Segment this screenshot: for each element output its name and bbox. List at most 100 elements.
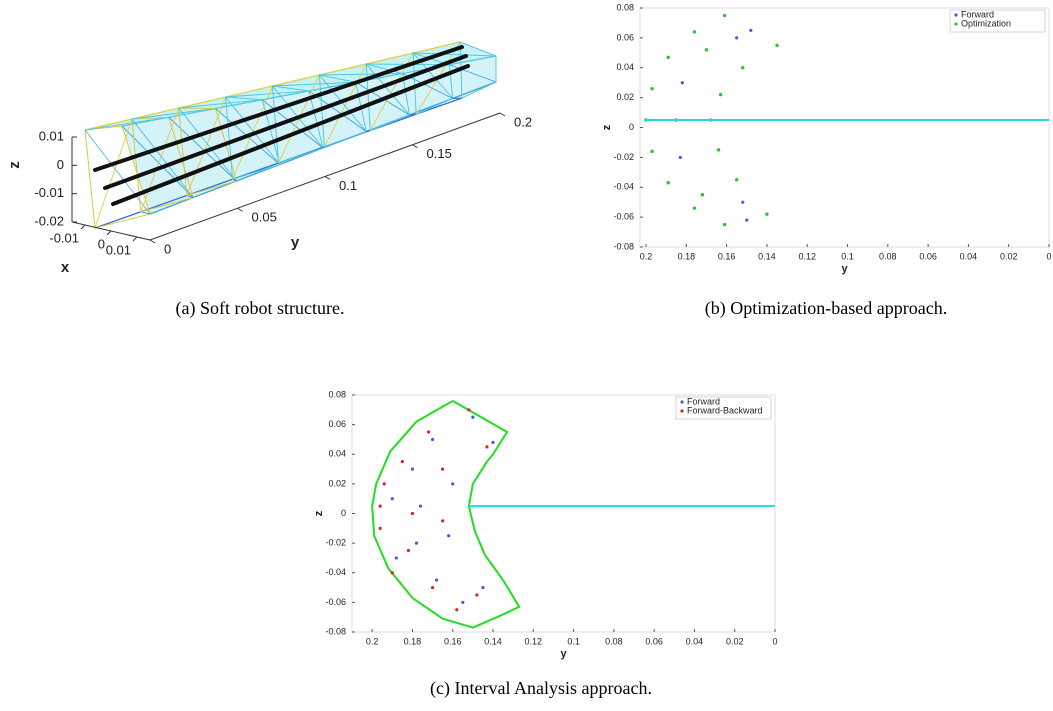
data-point xyxy=(735,178,739,182)
legend-marker xyxy=(680,409,684,413)
data-point xyxy=(735,36,739,40)
robot-brace xyxy=(225,90,310,98)
plot-area xyxy=(351,394,776,633)
robot-brace xyxy=(366,130,371,132)
x-tick-label: 0.2 xyxy=(366,636,379,646)
x-tick-label: 0.02 xyxy=(1000,251,1018,261)
robot-brace xyxy=(84,116,169,131)
plot-area xyxy=(639,7,1050,248)
caption: (c) Interval Analysis approach. xyxy=(430,678,652,699)
data-point xyxy=(471,415,475,419)
data-point xyxy=(435,578,439,582)
robot-brace xyxy=(261,99,324,149)
data-point xyxy=(491,440,495,444)
data-point xyxy=(723,13,727,18)
robot-brace xyxy=(186,96,227,196)
y-tick-label: 0.1 xyxy=(339,178,357,193)
y-tick xyxy=(237,207,243,212)
x-tick-label: 0.1 xyxy=(841,251,854,261)
data-point xyxy=(467,408,471,412)
y-tick-label: 0.08 xyxy=(328,389,346,399)
data-point xyxy=(749,28,753,33)
robot-brace xyxy=(409,113,417,116)
data-point xyxy=(382,482,386,486)
y-tick-label: -0.06 xyxy=(325,597,346,607)
data-point xyxy=(700,193,705,197)
data-point xyxy=(692,30,696,34)
legend-marker xyxy=(954,13,958,17)
series-line xyxy=(371,400,521,629)
y-tick-label: -0.02 xyxy=(325,538,346,548)
data-point xyxy=(430,585,435,590)
y-tick xyxy=(149,239,156,244)
robot-brace xyxy=(168,116,237,182)
data-point xyxy=(378,504,382,508)
legend-label: Optimization xyxy=(961,18,1011,28)
x-axis-label: y xyxy=(841,263,848,275)
robot-brace xyxy=(178,107,237,182)
data-point xyxy=(485,445,489,449)
y-tick-label: 0.04 xyxy=(616,62,634,72)
x-tick-label: 0 xyxy=(1046,251,1051,261)
data-point xyxy=(723,222,727,227)
robot-brace xyxy=(178,99,263,109)
x-tick-label: 0.14 xyxy=(758,251,776,261)
x-tick-label: 0.14 xyxy=(484,636,502,646)
y-tick-label: 0.06 xyxy=(328,419,346,429)
caption: (b) Optimization-based approach. xyxy=(705,298,947,319)
data-point xyxy=(745,218,749,222)
x-tick-label: 0.16 xyxy=(718,251,736,261)
x-tick-label: 0.2 xyxy=(640,251,653,261)
data-point xyxy=(718,93,723,97)
x-tick-label: 0.18 xyxy=(404,636,422,646)
data-point xyxy=(430,437,435,442)
x-tick-label: 0.08 xyxy=(879,251,897,261)
legend-marker xyxy=(954,22,958,26)
y-tick-label: 0.06 xyxy=(616,32,634,42)
data-point xyxy=(461,600,465,604)
x-tick-label: 0.18 xyxy=(678,251,696,261)
y-tick-label: 0.02 xyxy=(328,478,346,488)
robot-brace xyxy=(140,211,151,215)
data-point xyxy=(447,534,451,538)
z-axis-label: z xyxy=(6,161,23,169)
y-axis-label: z xyxy=(313,510,325,516)
data-point xyxy=(426,430,431,434)
robot-skin xyxy=(122,56,496,214)
actuator-rod xyxy=(103,54,468,190)
data-point xyxy=(418,504,423,508)
data-point xyxy=(475,593,479,597)
robot-brace xyxy=(94,118,133,229)
x-tick-label: 0.16 xyxy=(444,636,462,646)
x-tick-label: 0.1 xyxy=(567,636,580,646)
legend-label: Forward-Backward xyxy=(687,405,763,415)
data-point xyxy=(441,467,445,471)
x-tick-label: 0.02 xyxy=(726,636,744,646)
robot-brace xyxy=(225,96,281,165)
robot-brace xyxy=(449,64,497,83)
y-tick xyxy=(324,176,331,180)
data-point xyxy=(394,556,398,560)
x-tick-label: -0.01 xyxy=(49,230,79,245)
data-point xyxy=(741,66,745,70)
data-point xyxy=(410,467,415,471)
z-tick-label: 0.01 xyxy=(39,128,64,143)
x-tick-label: 0.06 xyxy=(919,251,937,261)
data-point xyxy=(650,87,654,91)
robot-brace xyxy=(131,118,194,198)
y-tick-label: 0.15 xyxy=(427,146,452,161)
data-point xyxy=(666,181,670,185)
data-point xyxy=(414,541,419,545)
data-point xyxy=(451,482,455,486)
z-tick-label: -0.02 xyxy=(34,213,64,228)
y-tick-label: -0.06 xyxy=(613,212,634,222)
x-tick xyxy=(132,236,138,242)
y-tick-label: 0.2 xyxy=(514,114,532,129)
y-tick-label: -0.04 xyxy=(613,182,634,192)
y-tick-label: 0 xyxy=(164,241,171,256)
robot-brace xyxy=(319,74,367,132)
data-point xyxy=(666,55,670,59)
y-tick-label: -0.04 xyxy=(325,567,346,577)
robot-brace xyxy=(272,81,356,87)
